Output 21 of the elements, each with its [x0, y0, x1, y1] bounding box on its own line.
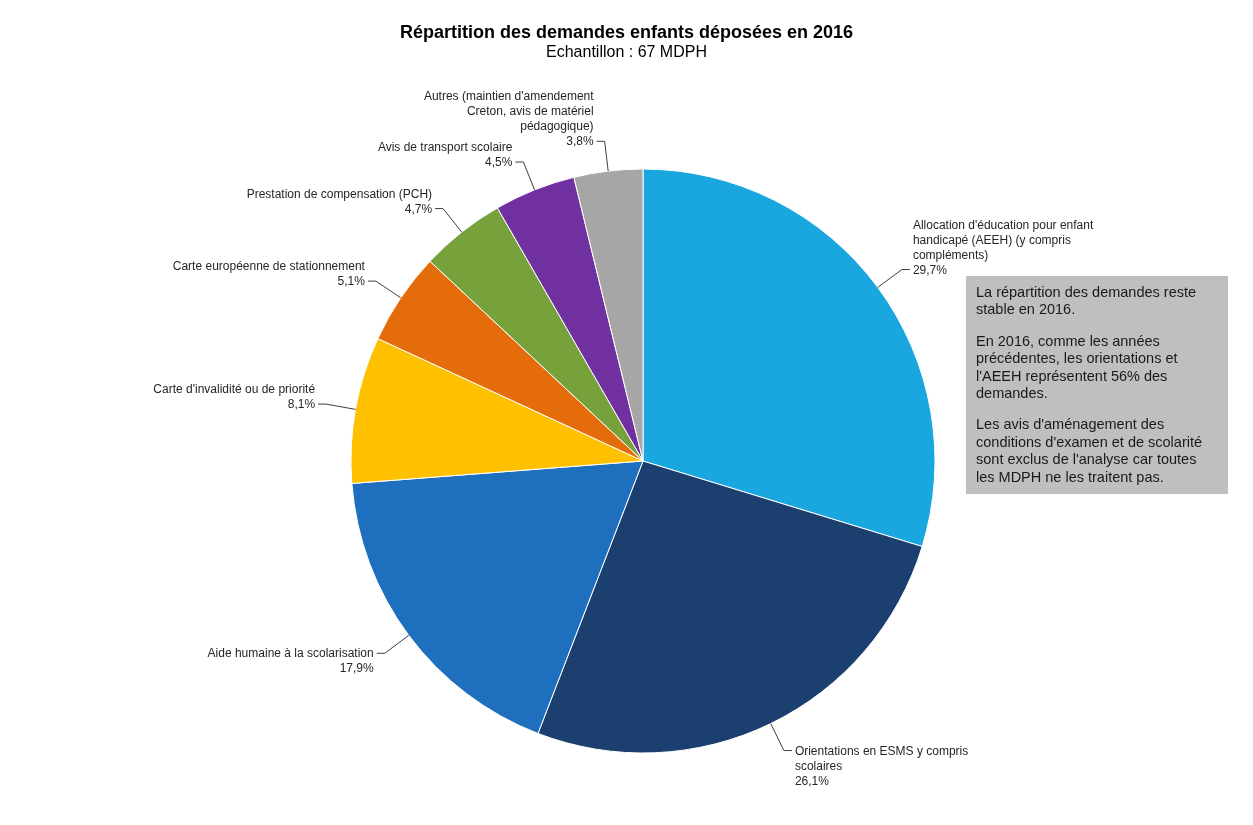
data-label: 3,8% — [566, 134, 594, 149]
data-label: 26,1% — [794, 773, 830, 788]
text: La répartition des demandes reste stable en 2016. — [976, 284, 1198, 319]
slice-label: Avis de transport scolaire — [377, 140, 513, 155]
data-label: 17,9% — [339, 661, 375, 676]
slice-label: Carte d'invalidité ou de priorité — [153, 382, 316, 397]
slice-label: Allocation d'éducation pour enfant handicapé (AEEH) (y compris compléments) — [912, 217, 1094, 262]
slice-label: Orientations en ESMS y compris scolaires — [794, 743, 969, 773]
slice-label: Prestation de compensation (PCH) — [246, 186, 433, 201]
text: Les avis d'aménagement des conditions d'examen et de scolarité sont exclus de l'analyse car toutes les MDPH ne les traitent pas. — [976, 416, 1204, 486]
chart-subtitle: Echantillon : 67 MDPH — [545, 43, 708, 61]
data-label: 5,1% — [337, 274, 366, 289]
slice-label: Aide humaine à la scolarisation — [207, 646, 374, 661]
slice-label: Autres (maintien d'amendement Creton, avis de matériel pédagogique) — [423, 89, 595, 134]
chart-title: Répartition des demandes enfants déposées en 2016 — [398, 22, 855, 43]
data-label: 8,1% — [287, 397, 316, 412]
data-label: 4,5% — [485, 155, 513, 170]
slice-label: Carte européenne de stationnement — [172, 259, 366, 274]
data-label: 29,7% — [912, 262, 948, 277]
data-label: 4,7% — [404, 201, 433, 216]
text: En 2016, comme les années précédentes, les orientations et l'AEEH représentent 56% des demandes. — [976, 332, 1179, 403]
